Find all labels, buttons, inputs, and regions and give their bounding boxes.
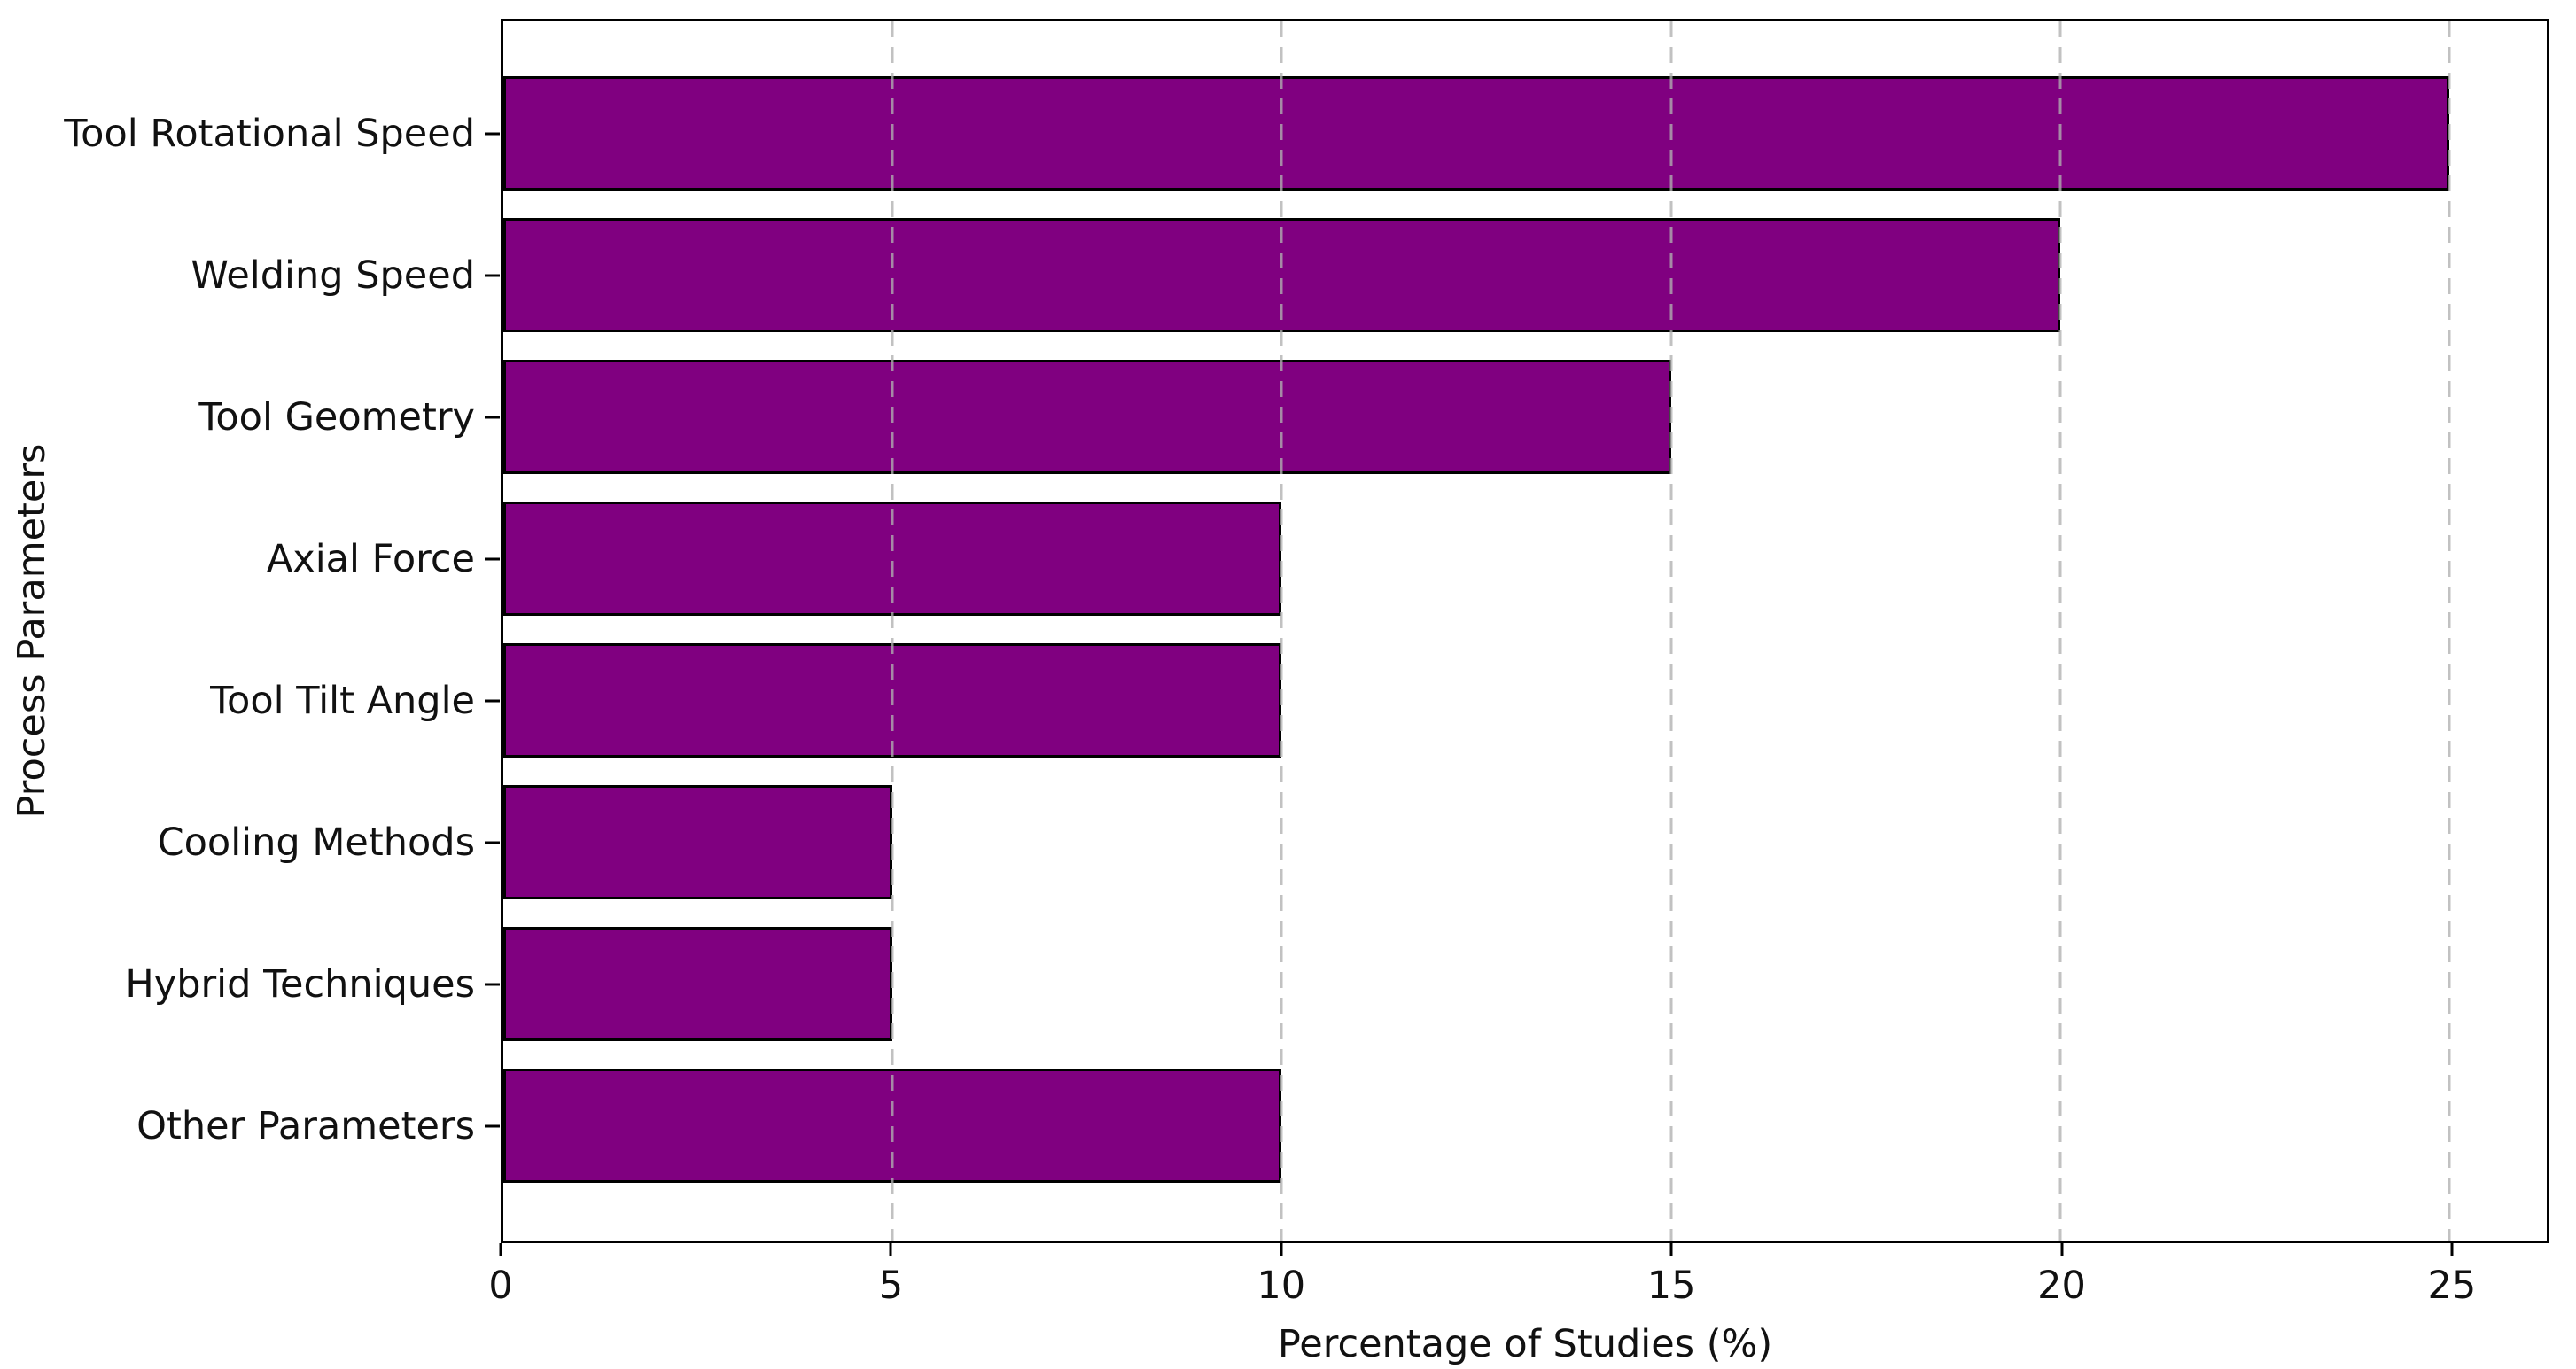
bar-row: Hybrid Techniques — [125, 927, 2547, 1041]
y-tick-mark — [485, 557, 500, 560]
y-axis-title: Process Parameters — [10, 443, 54, 819]
bar — [503, 76, 2450, 191]
bar — [503, 218, 2060, 332]
y-tick-mark — [485, 983, 500, 985]
category-label: Tool Geometry — [198, 394, 475, 439]
category-label: Axial Force — [266, 536, 475, 581]
x-tick-mark — [499, 1243, 502, 1256]
bars-container: Tool Rotational Speed Welding Speed Tool G… — [64, 76, 2547, 1183]
bar-row: Tool Geometry — [198, 360, 2547, 474]
category-label: Hybrid Techniques — [125, 961, 475, 1007]
bar-row: Tool Tilt Angle — [210, 643, 2547, 758]
x-tick-label: 25 — [2427, 1264, 2477, 1308]
bar — [503, 502, 1282, 616]
category-label: Other Parameters — [136, 1103, 475, 1148]
y-tick-mark — [485, 841, 500, 844]
y-tick-mark — [485, 416, 500, 418]
x-tick-mark — [1280, 1243, 1283, 1256]
plot-area: Tool Rotational Speed Welding Speed Tool G… — [64, 19, 2549, 1243]
bar-row: Tool Rotational Speed — [64, 76, 2547, 191]
category-label: Tool Tilt Angle — [210, 678, 475, 723]
bar-row: Axial Force — [267, 502, 2547, 616]
category-label: Cooling Methods — [157, 820, 475, 865]
x-tick-mark — [1669, 1243, 1673, 1256]
x-tick-label: 10 — [1257, 1264, 1306, 1308]
x-tick-label: 15 — [1646, 1264, 1696, 1308]
bar-row: Other Parameters — [136, 1069, 2547, 1183]
bar — [503, 785, 893, 899]
bar — [503, 1069, 1282, 1183]
bar — [503, 927, 893, 1041]
x-tick-label: 20 — [2037, 1264, 2086, 1308]
y-tick-mark — [485, 699, 500, 702]
bar — [503, 360, 1671, 474]
y-tick-mark — [485, 274, 500, 276]
x-tick-mark — [2060, 1243, 2064, 1256]
x-tick-mark — [2450, 1243, 2454, 1256]
bar-row: Cooling Methods — [158, 785, 2547, 899]
x-tick-label: 0 — [488, 1264, 513, 1308]
y-tick-mark — [485, 132, 500, 135]
category-label: Tool Rotational Speed — [64, 111, 475, 156]
x-tick-mark — [889, 1243, 892, 1256]
x-axis-title: Percentage of Studies (%) — [1277, 1322, 1773, 1366]
category-label: Welding Speed — [191, 253, 475, 298]
y-tick-mark — [485, 1124, 500, 1127]
x-tick-label: 5 — [878, 1264, 904, 1308]
bar-row: Welding Speed — [191, 218, 2547, 332]
x-axis: 0 5 10 15 20 25 — [488, 1243, 2549, 1323]
bar — [503, 643, 1282, 758]
